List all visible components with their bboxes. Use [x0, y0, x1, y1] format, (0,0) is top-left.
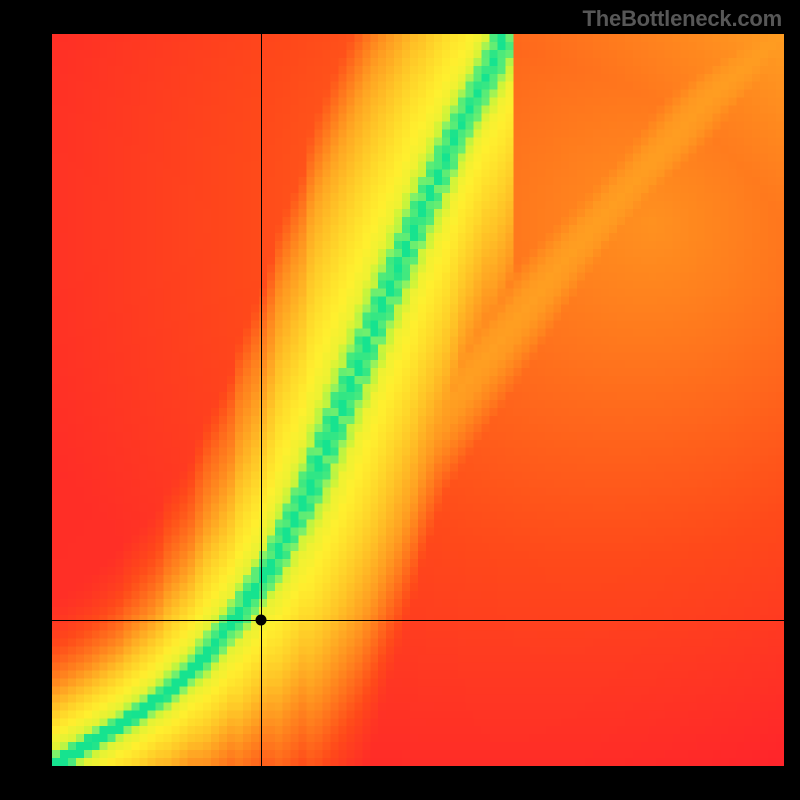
watermark-text: TheBottleneck.com — [582, 6, 782, 32]
crosshair-horizontal — [52, 620, 784, 621]
crosshair-point — [255, 614, 266, 625]
heatmap-canvas — [52, 34, 784, 766]
chart-container: TheBottleneck.com — [0, 0, 800, 800]
heatmap-plot — [52, 34, 784, 766]
crosshair-vertical — [261, 34, 262, 766]
